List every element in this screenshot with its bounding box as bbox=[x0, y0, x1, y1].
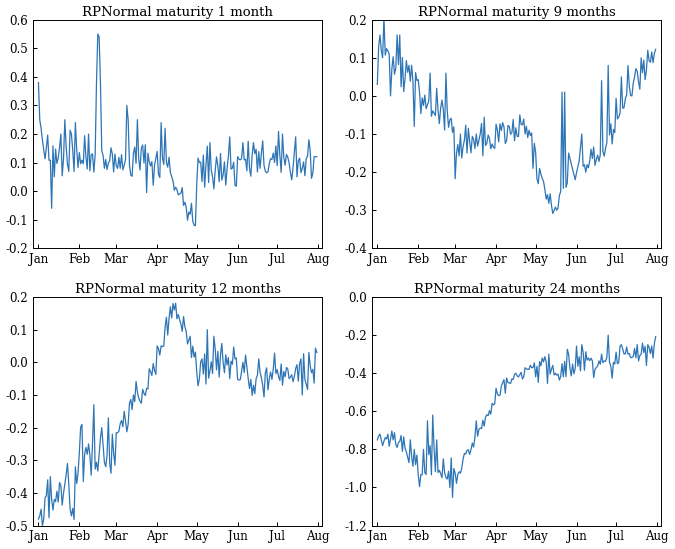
Title: RPNormal maturity 12 months: RPNormal maturity 12 months bbox=[75, 283, 281, 296]
Title: RPNormal maturity 9 months: RPNormal maturity 9 months bbox=[418, 5, 616, 19]
Title: RPNormal maturity 1 month: RPNormal maturity 1 month bbox=[82, 5, 273, 19]
Title: RPNormal maturity 24 months: RPNormal maturity 24 months bbox=[414, 283, 620, 296]
